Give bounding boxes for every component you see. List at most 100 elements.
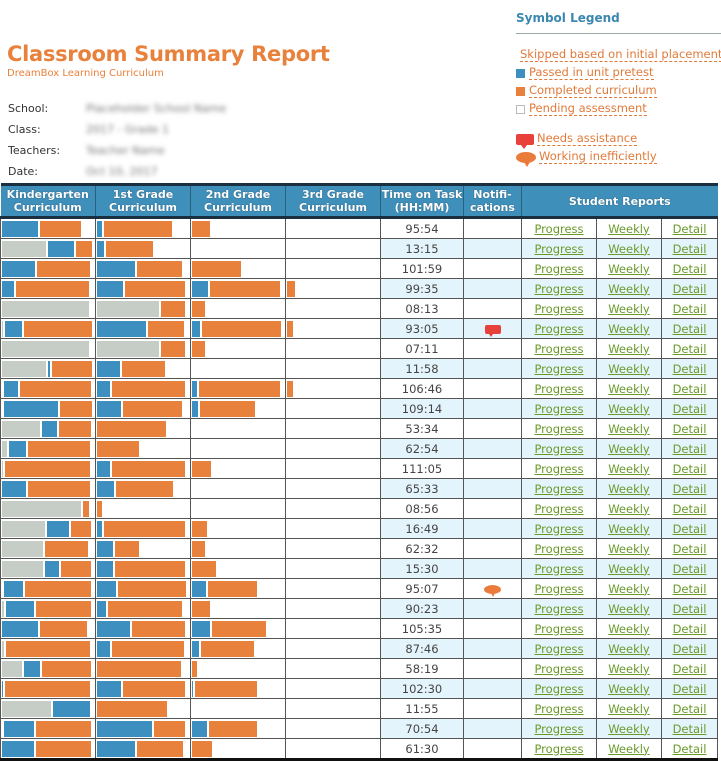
curriculum-cell-k[interactable] [0, 398, 96, 419]
curriculum-cell-g1[interactable] [95, 478, 191, 499]
curriculum-cell-k[interactable] [0, 438, 96, 459]
weekly-report-link[interactable]: Weekly [608, 721, 650, 736]
weekly-report-link[interactable]: Weekly [608, 221, 650, 236]
detail-report-link[interactable]: Detail [672, 701, 707, 716]
weekly-report-link[interactable]: Weekly [608, 461, 650, 476]
progress-report-link[interactable]: Progress [534, 301, 584, 316]
legend-label[interactable]: Skipped based on initial placement [520, 47, 721, 62]
curriculum-cell-g3[interactable] [285, 298, 381, 319]
weekly-report-link[interactable]: Weekly [608, 421, 650, 436]
detail-report-link[interactable]: Detail [672, 741, 707, 756]
curriculum-cell-g2[interactable] [190, 278, 286, 299]
curriculum-cell-k[interactable] [0, 217, 96, 239]
detail-report-link[interactable]: Detail [672, 621, 707, 636]
needs-assistance-icon[interactable] [484, 324, 501, 337]
detail-report-link[interactable]: Detail [672, 281, 707, 296]
curriculum-cell-g1[interactable] [95, 338, 191, 359]
legend-item-working-inefficiently[interactable]: Working inefficiently [516, 148, 721, 167]
curriculum-cell-g3[interactable] [285, 358, 381, 379]
curriculum-cell-g1[interactable] [95, 378, 191, 399]
legend-item-skipped[interactable]: Skipped based on initial placement [516, 46, 721, 64]
weekly-report-link[interactable]: Weekly [608, 261, 650, 276]
curriculum-cell-g3[interactable] [285, 278, 381, 299]
progress-report-link[interactable]: Progress [534, 321, 584, 336]
curriculum-cell-g2[interactable] [190, 578, 286, 599]
progress-report-link[interactable]: Progress [534, 561, 584, 576]
curriculum-cell-g2[interactable] [190, 438, 286, 459]
curriculum-cell-g2[interactable] [190, 478, 286, 499]
curriculum-cell-g3[interactable] [285, 378, 381, 399]
progress-report-link[interactable]: Progress [534, 601, 584, 616]
curriculum-cell-g2[interactable] [190, 558, 286, 579]
weekly-report-link[interactable]: Weekly [608, 301, 650, 316]
legend-item-passed[interactable]: Passed in unit pretest [516, 64, 721, 82]
detail-report-link[interactable]: Detail [672, 261, 707, 276]
curriculum-cell-g2[interactable] [190, 678, 286, 699]
curriculum-cell-k[interactable] [0, 278, 96, 299]
curriculum-cell-g2[interactable] [190, 518, 286, 539]
curriculum-cell-k[interactable] [0, 478, 96, 499]
detail-report-link[interactable]: Detail [672, 481, 707, 496]
curriculum-cell-g1[interactable] [95, 398, 191, 419]
curriculum-cell-k[interactable] [0, 418, 96, 439]
curriculum-cell-g3[interactable] [285, 558, 381, 579]
detail-report-link[interactable]: Detail [672, 381, 707, 396]
curriculum-cell-k[interactable] [0, 518, 96, 539]
curriculum-cell-g2[interactable] [190, 298, 286, 319]
curriculum-cell-g1[interactable] [95, 418, 191, 439]
curriculum-cell-g3[interactable] [285, 618, 381, 639]
legend-label[interactable]: Completed curriculum [529, 83, 657, 98]
detail-report-link[interactable]: Detail [672, 321, 707, 336]
curriculum-cell-g3[interactable] [285, 538, 381, 559]
curriculum-cell-g2[interactable] [190, 238, 286, 259]
progress-report-link[interactable]: Progress [534, 281, 584, 296]
curriculum-cell-g1[interactable] [95, 258, 191, 279]
detail-report-link[interactable]: Detail [672, 561, 707, 576]
progress-report-link[interactable]: Progress [534, 421, 584, 436]
progress-report-link[interactable]: Progress [534, 401, 584, 416]
weekly-report-link[interactable]: Weekly [608, 401, 650, 416]
legend-label[interactable]: Working inefficiently [539, 149, 657, 164]
detail-report-link[interactable]: Detail [672, 441, 707, 456]
curriculum-cell-g1[interactable] [95, 498, 191, 519]
curriculum-cell-g2[interactable] [190, 338, 286, 359]
legend-label[interactable]: Passed in unit pretest [529, 65, 654, 80]
detail-report-link[interactable]: Detail [672, 421, 707, 436]
curriculum-cell-g2[interactable] [190, 258, 286, 279]
curriculum-cell-g2[interactable] [190, 378, 286, 399]
curriculum-cell-k[interactable] [0, 378, 96, 399]
curriculum-cell-k[interactable] [0, 338, 96, 359]
working-inefficiently-icon[interactable] [484, 584, 501, 597]
progress-report-link[interactable]: Progress [534, 221, 584, 236]
curriculum-cell-g3[interactable] [285, 658, 381, 679]
progress-report-link[interactable]: Progress [534, 701, 584, 716]
detail-report-link[interactable]: Detail [672, 241, 707, 256]
curriculum-cell-k[interactable] [0, 618, 96, 639]
curriculum-cell-k[interactable] [0, 698, 96, 719]
curriculum-cell-g2[interactable] [190, 398, 286, 419]
curriculum-cell-g2[interactable] [190, 698, 286, 719]
progress-report-link[interactable]: Progress [534, 581, 584, 596]
curriculum-cell-g1[interactable] [95, 678, 191, 699]
curriculum-cell-g2[interactable] [190, 217, 286, 239]
curriculum-cell-g2[interactable] [190, 638, 286, 659]
progress-report-link[interactable]: Progress [534, 461, 584, 476]
curriculum-cell-g1[interactable] [95, 638, 191, 659]
curriculum-cell-g1[interactable] [95, 278, 191, 299]
curriculum-cell-g2[interactable] [190, 598, 286, 619]
curriculum-cell-g3[interactable] [285, 438, 381, 459]
curriculum-cell-g1[interactable] [95, 698, 191, 719]
curriculum-cell-g1[interactable] [95, 217, 191, 239]
weekly-report-link[interactable]: Weekly [608, 641, 650, 656]
curriculum-cell-k[interactable] [0, 318, 96, 339]
detail-report-link[interactable]: Detail [672, 401, 707, 416]
weekly-report-link[interactable]: Weekly [608, 281, 650, 296]
curriculum-cell-g2[interactable] [190, 318, 286, 339]
curriculum-cell-g2[interactable] [190, 658, 286, 679]
progress-report-link[interactable]: Progress [534, 741, 584, 756]
curriculum-cell-g3[interactable] [285, 598, 381, 619]
legend-item-needs-assistance[interactable]: Needs assistance [516, 130, 721, 149]
detail-report-link[interactable]: Detail [672, 581, 707, 596]
curriculum-cell-g3[interactable] [285, 258, 381, 279]
weekly-report-link[interactable]: Weekly [608, 661, 650, 676]
